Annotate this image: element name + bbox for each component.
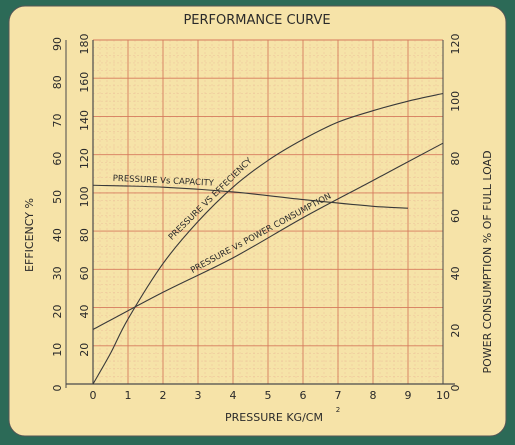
series-label-pressure-vs-capacity: PRESSURE Vs CAPACITY bbox=[113, 174, 215, 189]
x-tick-label: 2 bbox=[160, 389, 167, 402]
x-axis-title-superscript: 2 bbox=[336, 406, 340, 414]
y-tick-left-inner: 140 bbox=[78, 110, 91, 131]
chart-title: PERFORMANCE CURVE bbox=[183, 13, 330, 28]
x-tick-label: 3 bbox=[195, 389, 202, 402]
y-tick-left-inner: 120 bbox=[78, 148, 91, 169]
chart-paper bbox=[8, 5, 507, 437]
x-tick-label: 6 bbox=[300, 389, 307, 402]
y-tick-right: 120 bbox=[449, 34, 462, 55]
series-line-pressure-vs-power bbox=[92, 142, 444, 331]
y-tick-right: 60 bbox=[449, 209, 462, 223]
y-tick-left-outer: 80 bbox=[51, 75, 64, 89]
y-tick-left-inner: 60 bbox=[78, 266, 91, 280]
y-tick-left-inner: 100 bbox=[78, 186, 91, 207]
axes: 0102030405060708090204060801001201401601… bbox=[51, 34, 462, 403]
x-tick-label: 10 bbox=[436, 389, 450, 402]
x-tick-label: 4 bbox=[230, 389, 237, 402]
y-tick-left-inner: 180 bbox=[78, 34, 91, 55]
y-tick-left-outer: 90 bbox=[51, 37, 64, 51]
series-lines bbox=[92, 92, 444, 385]
y-tick-right: 20 bbox=[449, 324, 462, 338]
y-tick-left-inner: 160 bbox=[78, 72, 91, 93]
y-tick-right: 80 bbox=[449, 152, 462, 166]
y-tick-left-outer: 30 bbox=[51, 266, 64, 280]
y-axis-right-title: POWER CONSUMPTION % OF FULL LOAD bbox=[481, 150, 494, 373]
y-tick-left-outer: 70 bbox=[51, 113, 64, 127]
y-tick-right: 40 bbox=[449, 266, 462, 280]
series-line-pressure-vs-capacity bbox=[92, 184, 409, 209]
y-tick-right: 0 bbox=[449, 385, 462, 392]
x-axis-title: PRESSURE KG/CM bbox=[225, 411, 323, 424]
y-tick-left-inner: 20 bbox=[78, 343, 91, 357]
x-tick-label: 7 bbox=[335, 389, 342, 402]
grid bbox=[92, 39, 444, 385]
y-tick-left-outer: 60 bbox=[51, 152, 64, 166]
y-tick-left-outer: 20 bbox=[51, 305, 64, 319]
x-tick-label: 9 bbox=[405, 389, 412, 402]
y-axis-left-title: EFFICENCY % bbox=[23, 198, 36, 272]
y-tick-left-outer: 10 bbox=[51, 343, 64, 357]
y-tick-left-outer: 50 bbox=[51, 190, 64, 204]
y-tick-left-inner: 40 bbox=[78, 305, 91, 319]
x-tick-label: 1 bbox=[125, 389, 132, 402]
series-line-pressure-vs-efficiency bbox=[92, 92, 444, 385]
x-tick-label: 5 bbox=[265, 389, 272, 402]
y-tick-left-outer: 40 bbox=[51, 228, 64, 242]
y-tick-left-inner: 80 bbox=[78, 228, 91, 242]
y-tick-left-outer: 0 bbox=[51, 385, 64, 392]
y-tick-right: 100 bbox=[449, 91, 462, 112]
x-tick-label: 8 bbox=[370, 389, 377, 402]
x-tick-label: 0 bbox=[90, 389, 97, 402]
